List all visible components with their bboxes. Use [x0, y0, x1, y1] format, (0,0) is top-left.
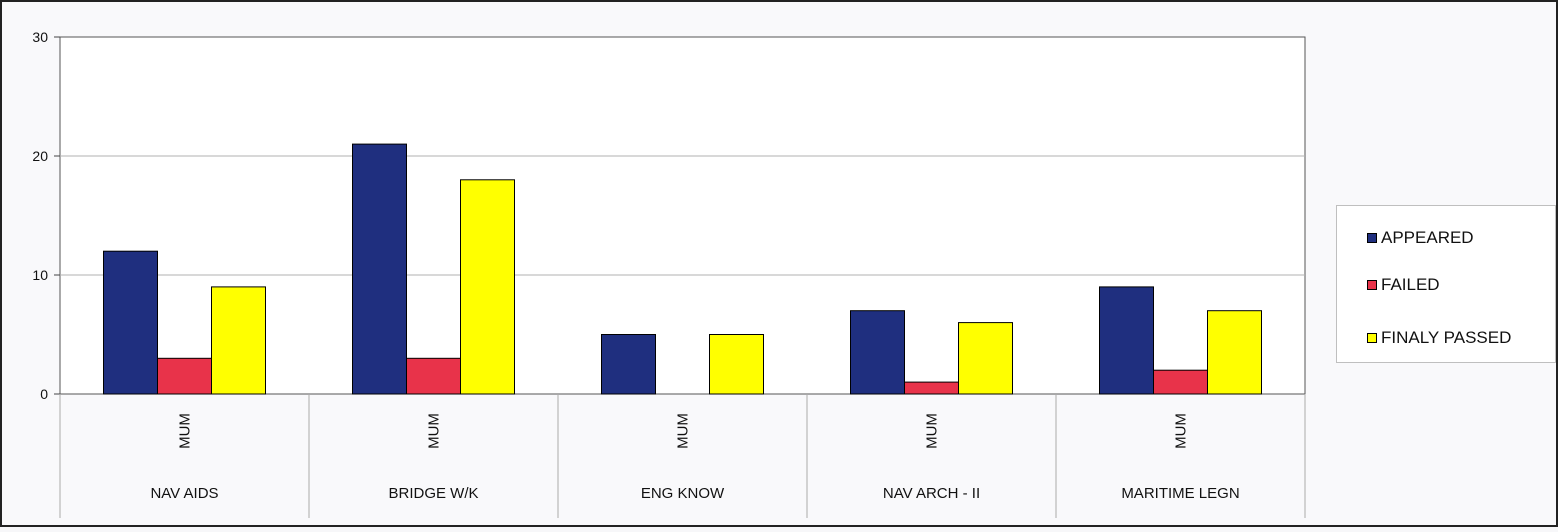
legend-item-finaly-passed: FINALY PASSED	[1367, 327, 1511, 349]
x-sublabel: MUM	[177, 413, 194, 449]
bar-finaly-passed-1	[460, 179, 515, 395]
bar-failed-4	[1153, 369, 1208, 395]
gridlines	[60, 155, 1305, 276]
x-sublabel: MUM	[924, 413, 941, 449]
bar-appeared-4	[1099, 286, 1154, 395]
bar-finaly-passed-4	[1207, 310, 1262, 395]
legend-label: FAILED	[1381, 275, 1440, 294]
legend-item-appeared: APPEARED	[1367, 227, 1474, 249]
bars	[103, 143, 1262, 395]
bar-failed-3	[904, 381, 959, 395]
y-tick-label: 30	[32, 29, 48, 45]
x-category-label: BRIDGE W/K	[388, 485, 478, 502]
y-tick-label: 20	[32, 148, 48, 164]
bar-finaly-passed-2	[709, 334, 764, 395]
x-axis: MUM NAV AIDS MUM BRIDGE W/K MUM ENG KNOW MUM NA…	[59, 394, 1306, 518]
bar-failed-1	[406, 357, 461, 395]
bar-appeared-0	[103, 250, 158, 395]
bar-appeared-3	[850, 310, 905, 395]
x-category-label: NAV ARCH - II	[883, 485, 980, 502]
legend-label: FINALY PASSED	[1381, 328, 1512, 347]
x-sublabel: MUM	[675, 413, 692, 449]
x-sublabel: MUM	[1173, 413, 1190, 449]
legend-swatch	[1367, 333, 1377, 343]
y-axis: 0 10 20 30	[32, 29, 60, 402]
legend-item-failed: FAILED	[1367, 274, 1440, 296]
legend-swatch	[1367, 233, 1377, 243]
legend-label: APPEARED	[1381, 228, 1474, 247]
bar-failed-0	[157, 357, 212, 395]
x-category-label: MARITIME LEGN	[1121, 485, 1239, 502]
y-tick-label: 10	[32, 267, 48, 283]
bar-finaly-passed-0	[211, 286, 266, 395]
y-tick-label: 0	[40, 386, 48, 402]
x-category-label: NAV AIDS	[150, 485, 218, 502]
bar-appeared-1	[352, 143, 407, 395]
x-sublabel: MUM	[426, 413, 443, 449]
x-category-label: ENG KNOW	[641, 485, 725, 502]
bar-finaly-passed-3	[958, 322, 1013, 395]
plot-area	[59, 36, 1306, 395]
bar-appeared-2	[601, 334, 656, 395]
legend: APPEARED FAILED FINALY PASSED	[1336, 205, 1556, 363]
legend-swatch	[1367, 280, 1377, 290]
